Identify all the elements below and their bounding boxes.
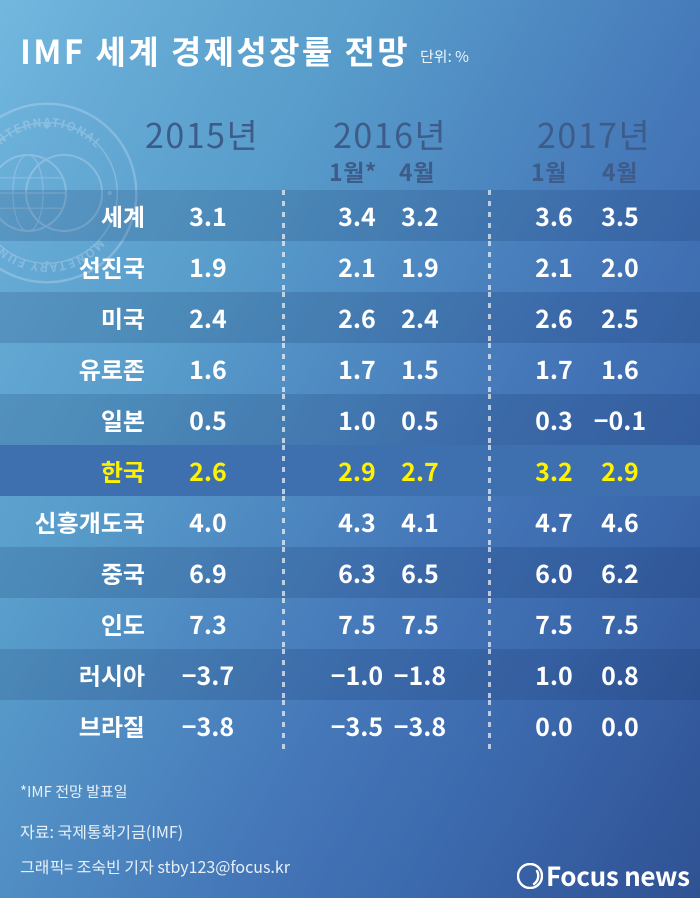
선진국: 선진국 1.9 2.1 1.9 2.1 2.0 — [0, 241, 700, 292]
신흥개도국: 신흥개도국 4.0 4.3 4.1 4.7 4.6 — [0, 496, 700, 547]
한국: 한국 2.6 2.9 2.7 3.2 2.9 — [0, 445, 700, 496]
일본: 일본 0.5 1.0 0.5 0.3 −0.1 — [0, 394, 700, 445]
세계: 세계 3.1 3.4 3.2 3.6 3.5 — [0, 190, 700, 241]
브라질: 브라질 −3.8 −3.5 −3.8 0.0 0.0 — [0, 700, 700, 751]
인도: 인도 7.3 7.5 7.5 7.5 7.5 — [0, 598, 700, 649]
중국: 중국 6.9 6.3 6.5 6.0 6.2 — [0, 547, 700, 598]
미국: 미국 2.4 2.6 2.4 2.6 2.5 — [0, 292, 700, 343]
러시아: 러시아 −3.7 −1.0 −1.8 1.0 0.8 — [0, 649, 700, 700]
유로존: 유로존 1.6 1.7 1.5 1.7 1.6 — [0, 343, 700, 394]
